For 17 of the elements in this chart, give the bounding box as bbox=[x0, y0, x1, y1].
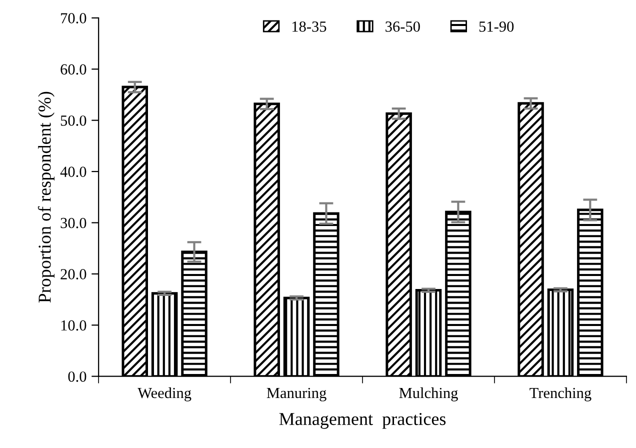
legend-label: 18-35 bbox=[292, 21, 326, 32]
legend-label: 36-50 bbox=[386, 21, 420, 32]
x-tick-label: Mulching bbox=[399, 387, 458, 402]
y-tick-label: 60.0 bbox=[60, 64, 86, 75]
y-tick-label: 30.0 bbox=[60, 218, 86, 228]
x-tick-label: Weeding bbox=[138, 387, 192, 402]
y-tick-label: 50.0 bbox=[60, 115, 86, 126]
y-tick-label: 10.0 bbox=[61, 320, 86, 331]
y-axis-title: Proportion of respondent (%) bbox=[38, 92, 54, 303]
x-axis-title: Management practices bbox=[279, 412, 446, 429]
legend-label: 51-90 bbox=[479, 21, 514, 32]
y-tick-label: 20.0 bbox=[60, 269, 86, 280]
x-tick-label: Manuring bbox=[266, 388, 326, 402]
x-tick-label: Trenching bbox=[530, 387, 592, 402]
y-tick-label: 0.0 bbox=[68, 371, 86, 382]
y-tick-label: 70.0 bbox=[61, 13, 86, 24]
y-tick-label: 40.0 bbox=[60, 166, 86, 178]
